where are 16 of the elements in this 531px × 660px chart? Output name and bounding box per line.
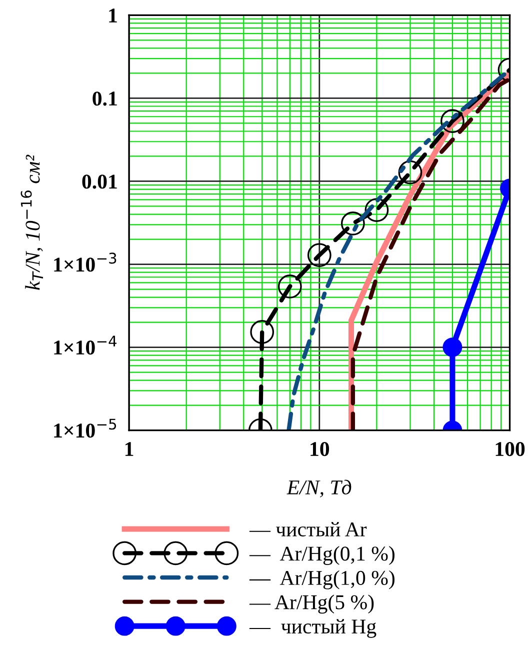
y-tick-label: 1×10$^{−3}$	[54, 252, 116, 272]
y-tick-label: 1×10$^{−4}$	[54, 336, 117, 355]
y-tick-label: 1×10$^{−5}$	[54, 418, 116, 438]
y-tick-label: 0.1	[92, 92, 117, 106]
legend-label: — Ar/Hg(1,0 %)	[249, 570, 394, 590]
legend-label: — чистый Hg	[249, 619, 376, 638]
legend-label: — чистый Ar	[249, 522, 367, 536]
legend-label: — Ar/Hg(5 %)	[249, 594, 374, 614]
x-tick-label: 10	[310, 442, 330, 456]
x-axis-title: E/N, Тд	[286, 480, 352, 498]
y-axis-title: k$_{Т}$/N, 10$^{−16}$ см²	[20, 154, 43, 290]
x-tick-label: 100	[496, 442, 525, 456]
y-tick-label: 1	[109, 8, 117, 22]
x-tick-label: 1	[125, 442, 134, 456]
y-tick-label: 0.01	[82, 174, 117, 189]
legend-label: — Ar/Hg(0,1 %)	[249, 546, 394, 565]
